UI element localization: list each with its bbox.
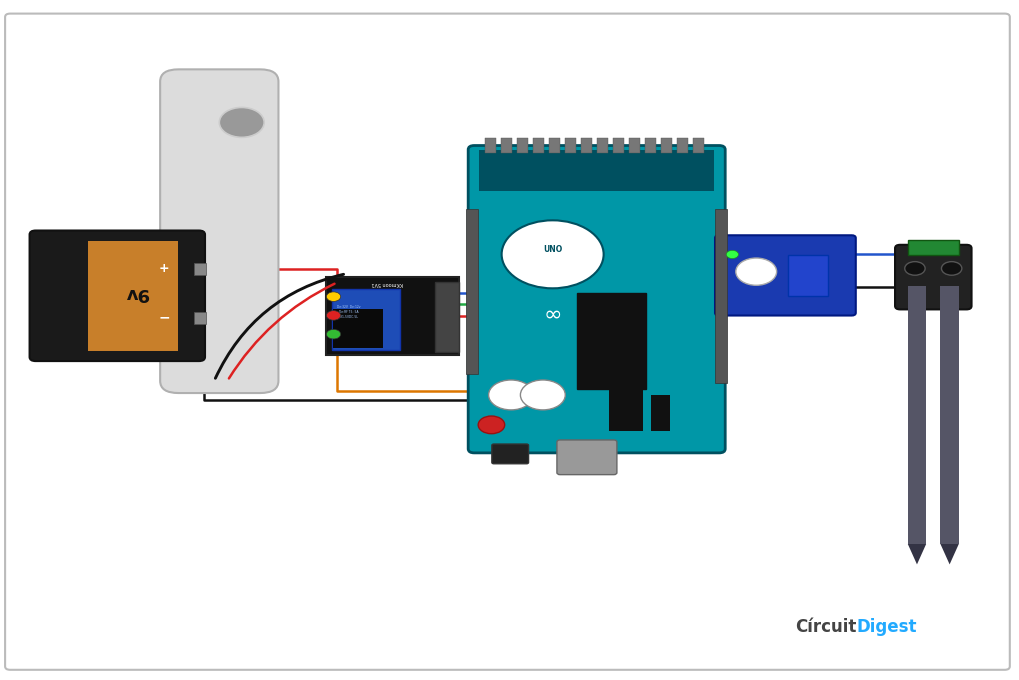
Text: −: − (158, 311, 170, 325)
Polygon shape (907, 544, 925, 564)
FancyBboxPatch shape (714, 209, 727, 383)
FancyBboxPatch shape (479, 150, 713, 192)
FancyBboxPatch shape (788, 255, 827, 296)
Circle shape (520, 380, 565, 410)
Text: De:32V  De:12v
De:RF T5: 5A
SR1-5VDC-5L: De:32V De:12v De:RF T5: 5A SR1-5VDC-5L (337, 305, 361, 320)
FancyBboxPatch shape (596, 138, 607, 153)
FancyBboxPatch shape (30, 231, 205, 361)
FancyBboxPatch shape (714, 235, 855, 316)
FancyBboxPatch shape (628, 138, 639, 153)
Circle shape (326, 292, 340, 301)
Circle shape (326, 329, 340, 339)
FancyBboxPatch shape (556, 440, 616, 475)
FancyBboxPatch shape (491, 444, 528, 464)
FancyBboxPatch shape (484, 138, 495, 153)
FancyBboxPatch shape (907, 240, 958, 255)
FancyBboxPatch shape (650, 395, 669, 431)
FancyBboxPatch shape (644, 138, 655, 153)
FancyBboxPatch shape (194, 311, 206, 324)
FancyBboxPatch shape (907, 286, 925, 544)
Text: UNO: UNO (542, 245, 561, 254)
FancyBboxPatch shape (692, 138, 703, 153)
FancyBboxPatch shape (466, 209, 478, 374)
FancyBboxPatch shape (565, 138, 576, 153)
FancyBboxPatch shape (660, 138, 672, 153)
FancyBboxPatch shape (548, 138, 559, 153)
Circle shape (501, 220, 603, 288)
FancyBboxPatch shape (331, 289, 400, 350)
FancyBboxPatch shape (516, 138, 527, 153)
FancyBboxPatch shape (677, 138, 688, 153)
FancyBboxPatch shape (160, 69, 278, 393)
Text: 9v: 9v (125, 284, 149, 303)
Text: +: + (159, 262, 169, 275)
FancyBboxPatch shape (326, 277, 459, 355)
FancyBboxPatch shape (940, 286, 958, 544)
FancyBboxPatch shape (580, 138, 591, 153)
FancyBboxPatch shape (468, 146, 725, 453)
Text: ∞: ∞ (543, 304, 561, 324)
Text: Círcuit: Círcuit (795, 618, 856, 636)
Circle shape (478, 416, 504, 434)
FancyBboxPatch shape (612, 138, 624, 153)
Polygon shape (940, 544, 958, 564)
FancyBboxPatch shape (88, 241, 177, 351)
FancyBboxPatch shape (500, 138, 512, 153)
Text: KKmoon 5V1: KKmoon 5V1 (371, 282, 404, 286)
Circle shape (326, 311, 340, 320)
FancyBboxPatch shape (608, 365, 643, 431)
Circle shape (941, 262, 961, 275)
FancyBboxPatch shape (895, 245, 971, 309)
FancyBboxPatch shape (435, 282, 459, 352)
FancyBboxPatch shape (333, 309, 383, 348)
FancyBboxPatch shape (194, 262, 206, 275)
FancyBboxPatch shape (577, 293, 645, 389)
Circle shape (488, 380, 533, 410)
Circle shape (735, 258, 775, 286)
Text: Digest: Digest (856, 618, 916, 636)
Circle shape (904, 262, 924, 275)
FancyBboxPatch shape (532, 138, 543, 153)
Circle shape (726, 250, 738, 258)
Circle shape (219, 107, 264, 137)
